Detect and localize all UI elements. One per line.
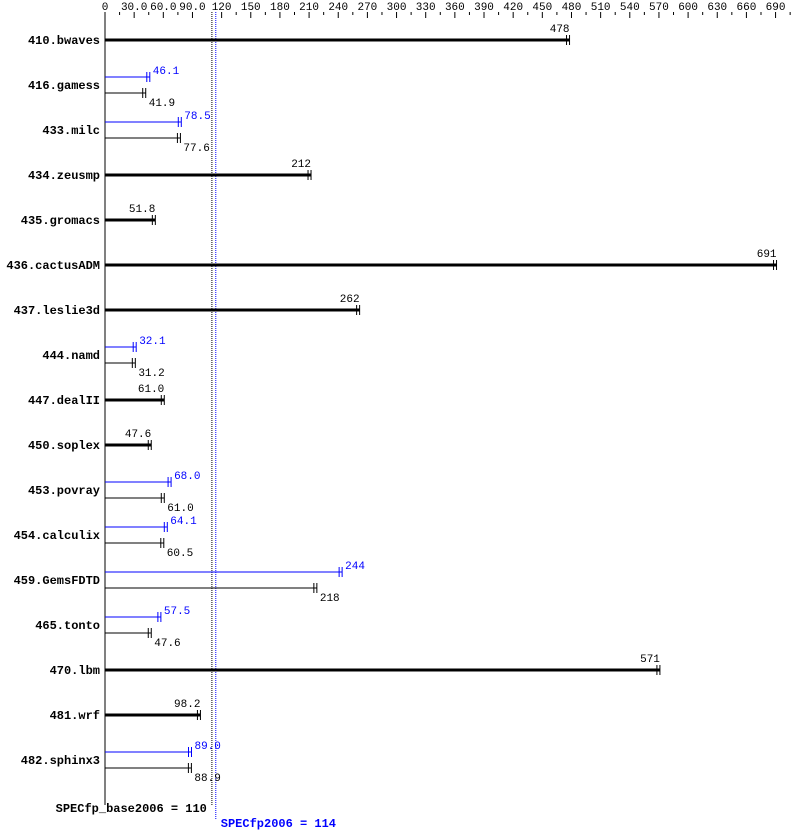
benchmark-row: 437.leslie3d 262 (14, 294, 360, 318)
value-label-peak: 89.0 (194, 741, 220, 753)
axis-tick-label: 510 (591, 2, 611, 14)
value-label-peak: 32.1 (139, 336, 166, 348)
axis-tick-label: 90.0 (179, 2, 205, 14)
benchmark-row: 444.namd 32.1 31.2 (42, 336, 166, 380)
benchmark-label: 410.bwaves (28, 34, 100, 48)
axis-tick-label: 630 (707, 2, 727, 14)
value-label-peak: 78.5 (184, 111, 210, 123)
benchmark-label: 437.leslie3d (14, 304, 100, 318)
value-label-base: 31.2 (138, 368, 164, 380)
benchmark-row: 434.zeusmp 212 (28, 159, 311, 183)
value-label-base: 98.2 (174, 699, 200, 711)
axis-tick-label: 420 (503, 2, 523, 14)
axis-tick-label: 210 (299, 2, 319, 14)
value-label-base: 61.0 (167, 503, 193, 515)
value-label-base: 571 (640, 654, 660, 666)
value-label-base: 218 (320, 593, 340, 605)
axis-tick-label: 60.0 (150, 2, 176, 14)
value-label-base: 47.6 (125, 429, 151, 441)
benchmark-label: 470.lbm (50, 664, 100, 678)
benchmark-label: 482.sphinx3 (21, 754, 100, 768)
benchmark-label: 434.zeusmp (28, 169, 100, 183)
footer-peak-label: SPECfp2006 = 114 (221, 817, 336, 831)
axis-tick-label: 360 (445, 2, 465, 14)
benchmark-row: 436.cactusADM 691 (6, 249, 777, 273)
axis-tick-label: 120 (212, 2, 232, 14)
benchmark-row: 435.gromacs 51.8 (21, 204, 156, 228)
benchmark-label: 465.tonto (35, 619, 100, 633)
axis-tick-label: 300 (387, 2, 407, 14)
value-label-base: 691 (757, 249, 777, 261)
benchmark-row: 450.soplex 47.6 (28, 429, 151, 453)
value-label-base: 88.9 (194, 773, 220, 785)
axis-tick-label: 690 (766, 2, 786, 14)
axis-tick-label: 390 (474, 2, 494, 14)
benchmark-label: 416.gamess (28, 79, 100, 93)
benchmark-label: 481.wrf (50, 709, 100, 723)
benchmark-row: 482.sphinx3 89.0 88.9 (21, 741, 221, 785)
value-label-base: 60.5 (167, 548, 193, 560)
benchmark-label: 444.namd (42, 349, 100, 363)
benchmark-label: 453.povray (28, 484, 100, 498)
footer-base-label: SPECfp_base2006 = 110 (56, 802, 207, 816)
benchmark-label: 436.cactusADM (6, 259, 100, 273)
value-label-base: 47.6 (154, 638, 180, 650)
value-label-base: 77.6 (183, 143, 209, 155)
value-label-base: 61.0 (138, 384, 164, 396)
benchmark-row: 447.dealII 61.0 (28, 384, 164, 408)
benchmark-row: 433.milc 78.5 77.6 (42, 111, 210, 155)
axis-tick-label: 180 (270, 2, 290, 14)
benchmark-row: 481.wrf 98.2 (50, 699, 201, 723)
value-label-base: 41.9 (149, 98, 175, 110)
benchmark-row: 453.povray 68.0 61.0 (28, 471, 201, 515)
axis-tick-label: 30.0 (121, 2, 147, 14)
axis-tick-label: 240 (328, 2, 348, 14)
benchmark-row: 410.bwaves 478 (28, 24, 570, 48)
value-label-peak: 64.1 (170, 516, 197, 528)
benchmark-label: 454.calculix (14, 529, 100, 543)
axis-tick-label: 660 (737, 2, 757, 14)
axis-tick-label: 270 (357, 2, 377, 14)
value-label-base: 212 (291, 159, 311, 171)
value-label-peak: 57.5 (164, 606, 190, 618)
value-label-peak: 46.1 (153, 66, 180, 78)
benchmark-label: 450.soplex (28, 439, 100, 453)
axis-tick-label: 600 (678, 2, 698, 14)
benchmark-label: 433.milc (42, 124, 100, 138)
value-label-base: 262 (340, 294, 360, 306)
benchmark-row: 416.gamess 46.1 41.9 (28, 66, 180, 110)
value-label-base: 478 (550, 24, 570, 36)
axis-tick-label: 150 (241, 2, 261, 14)
benchmark-row: 459.GemsFDTD 244 218 (14, 561, 366, 605)
value-label-peak: 244 (345, 561, 365, 573)
benchmark-row: 465.tonto 57.5 47.6 (35, 606, 190, 650)
axis-tick-label: 480 (562, 2, 582, 14)
axis-tick-label: 450 (532, 2, 552, 14)
x-axis: 030.060.090.0120150180210240270300330360… (102, 2, 790, 18)
value-label-base: 51.8 (129, 204, 155, 216)
benchmark-label: 447.dealII (28, 394, 100, 408)
benchmark-label: 459.GemsFDTD (14, 574, 100, 588)
axis-tick-label: 540 (620, 2, 640, 14)
benchmark-row: 470.lbm 571 (50, 654, 661, 678)
axis-tick-label: 570 (649, 2, 669, 14)
spec-chart: 030.060.090.0120150180210240270300330360… (0, 0, 799, 831)
axis-tick-label: 330 (416, 2, 436, 14)
benchmark-label: 435.gromacs (21, 214, 100, 228)
value-label-peak: 68.0 (174, 471, 200, 483)
